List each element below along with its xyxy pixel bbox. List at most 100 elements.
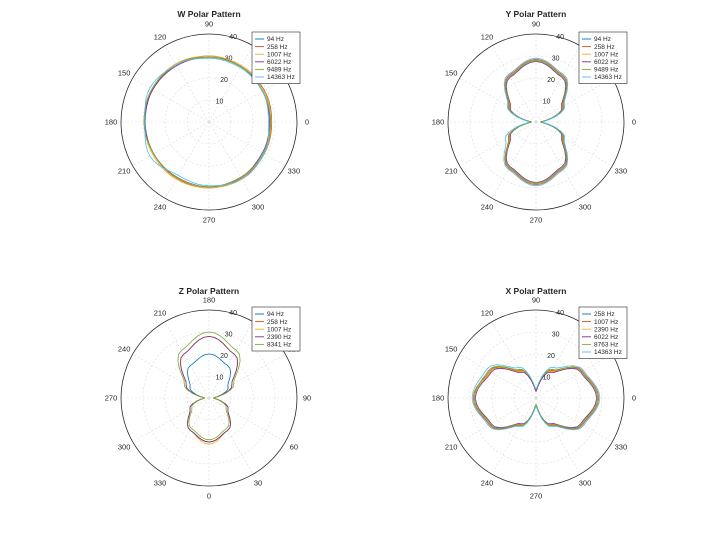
r-tick-label: 30 [552,55,560,62]
theta-tick-label: 300 [579,202,592,211]
legend-label: 2390 Hz [267,334,291,341]
polar-grid-spoke [535,121,581,199]
theta-tick-label: 120 [154,33,167,42]
polar-grid-spoke [208,121,254,199]
theta-tick-label: 150 [445,69,458,78]
r-tick-label: 20 [547,353,555,360]
theta-tick-label: 330 [615,443,628,452]
polar-grid-spoke [208,321,254,399]
legend-label: 1007 Hz [267,326,291,333]
legend-label: 6022 Hz [267,59,291,66]
r-tick-label: 40 [556,34,564,41]
r-tick-label: 40 [556,310,564,317]
r-tick-label: 10 [216,98,224,105]
theta-tick-label: 300 [118,443,131,452]
legend-label: 14363 Hz [594,74,622,81]
polar-grid-spoke [491,45,537,123]
theta-tick-label: 90 [532,20,540,29]
polar-grid-spoke [164,45,210,123]
series-line-2 [472,366,600,430]
theta-tick-label: 120 [481,33,494,42]
polar-chart-3: Z Polar Pattern0306090120150180210240270… [105,286,311,501]
r-tick-label: 20 [220,77,228,84]
polar-outer-ring [120,33,298,211]
chart-title: X Polar Pattern [506,286,567,296]
legend-label: 258 Hz [267,44,288,51]
r-tick-label: 30 [225,331,233,338]
polar-grid-spoke [208,77,286,123]
theta-tick-label: 90 [205,20,213,29]
legend-label: 94 Hz [267,311,284,318]
polar-grid-spoke [535,321,581,399]
polar-grid-spoke [535,121,613,167]
series-line-5 [177,331,241,441]
polar-grid-spoke [208,353,286,399]
polar-grid-spoke [459,121,537,167]
theta-tick-label: 240 [481,478,494,487]
theta-tick-label: 300 [579,478,592,487]
polar-grid-spoke [132,397,210,443]
theta-tick-label: 270 [105,394,118,403]
polar-chart-4: X Polar Pattern0306090120150180210240270… [432,286,636,501]
legend-label: 258 Hz [594,44,615,51]
r-tick-label: 10 [543,98,551,105]
theta-tick-label: 0 [207,492,211,501]
series-line-6 [471,364,601,431]
polar-grid-spoke [164,397,210,475]
legend-label: 1007 Hz [594,51,618,58]
polar-grid-spoke [132,353,210,399]
r-tick-label: 10 [543,374,551,381]
theta-tick-label: 180 [432,394,445,403]
polar-outer-ring [447,309,625,487]
theta-tick-label: 60 [290,443,298,452]
theta-tick-label: 300 [252,202,265,211]
chart-title: Z Polar Pattern [179,286,239,296]
series-line-5 [505,60,567,184]
theta-tick-label: 120 [481,309,494,318]
chart-title: Y Polar Pattern [506,9,567,19]
series-line-6 [503,57,569,187]
theta-tick-label: 330 [154,478,167,487]
theta-tick-label: 90 [532,296,540,305]
legend-box [578,306,628,359]
legend-label: 8763 Hz [594,342,618,349]
polar-grid-spoke [535,397,613,443]
polar-grid-spoke [459,77,537,123]
legend-label: 94 Hz [267,36,284,43]
polar-grid-spoke [535,77,613,123]
polar-grid-spoke [535,45,581,123]
polar-grid-spoke [164,321,210,399]
r-tick-label: 40 [229,310,237,317]
polar-chart-1: W Polar Pattern0306090120150180210240270… [105,9,309,225]
theta-tick-label: 150 [445,345,458,354]
polar-outer-ring [447,33,625,211]
theta-tick-label: 150 [118,69,131,78]
r-tick-label: 30 [225,55,233,62]
legend-label: 14363 Hz [594,349,622,356]
polar-grid-spoke [535,353,613,399]
r-tick-label: 20 [220,353,228,360]
legend-label: 9489 Hz [267,67,291,74]
series-line-4 [475,367,597,429]
polar-grid-spoke [491,321,537,399]
legend-label: 14363 Hz [267,74,295,81]
chart-title: W Polar Pattern [177,9,240,19]
theta-tick-label: 180 [432,118,445,127]
legend-box [251,31,301,84]
polar-grid-spoke [132,121,210,167]
r-tick-label: 20 [547,77,555,84]
theta-tick-label: 0 [305,118,309,127]
series-line-4 [179,336,239,443]
theta-tick-label: 210 [445,167,458,176]
series-line-6 [144,57,269,187]
legend-label: 94 Hz [594,36,611,43]
polar-grid-spoke [491,397,537,475]
polar-grid-spoke [535,397,581,475]
r-tick-label: 40 [229,34,237,41]
theta-tick-label: 330 [615,167,628,176]
theta-tick-label: 210 [445,443,458,452]
